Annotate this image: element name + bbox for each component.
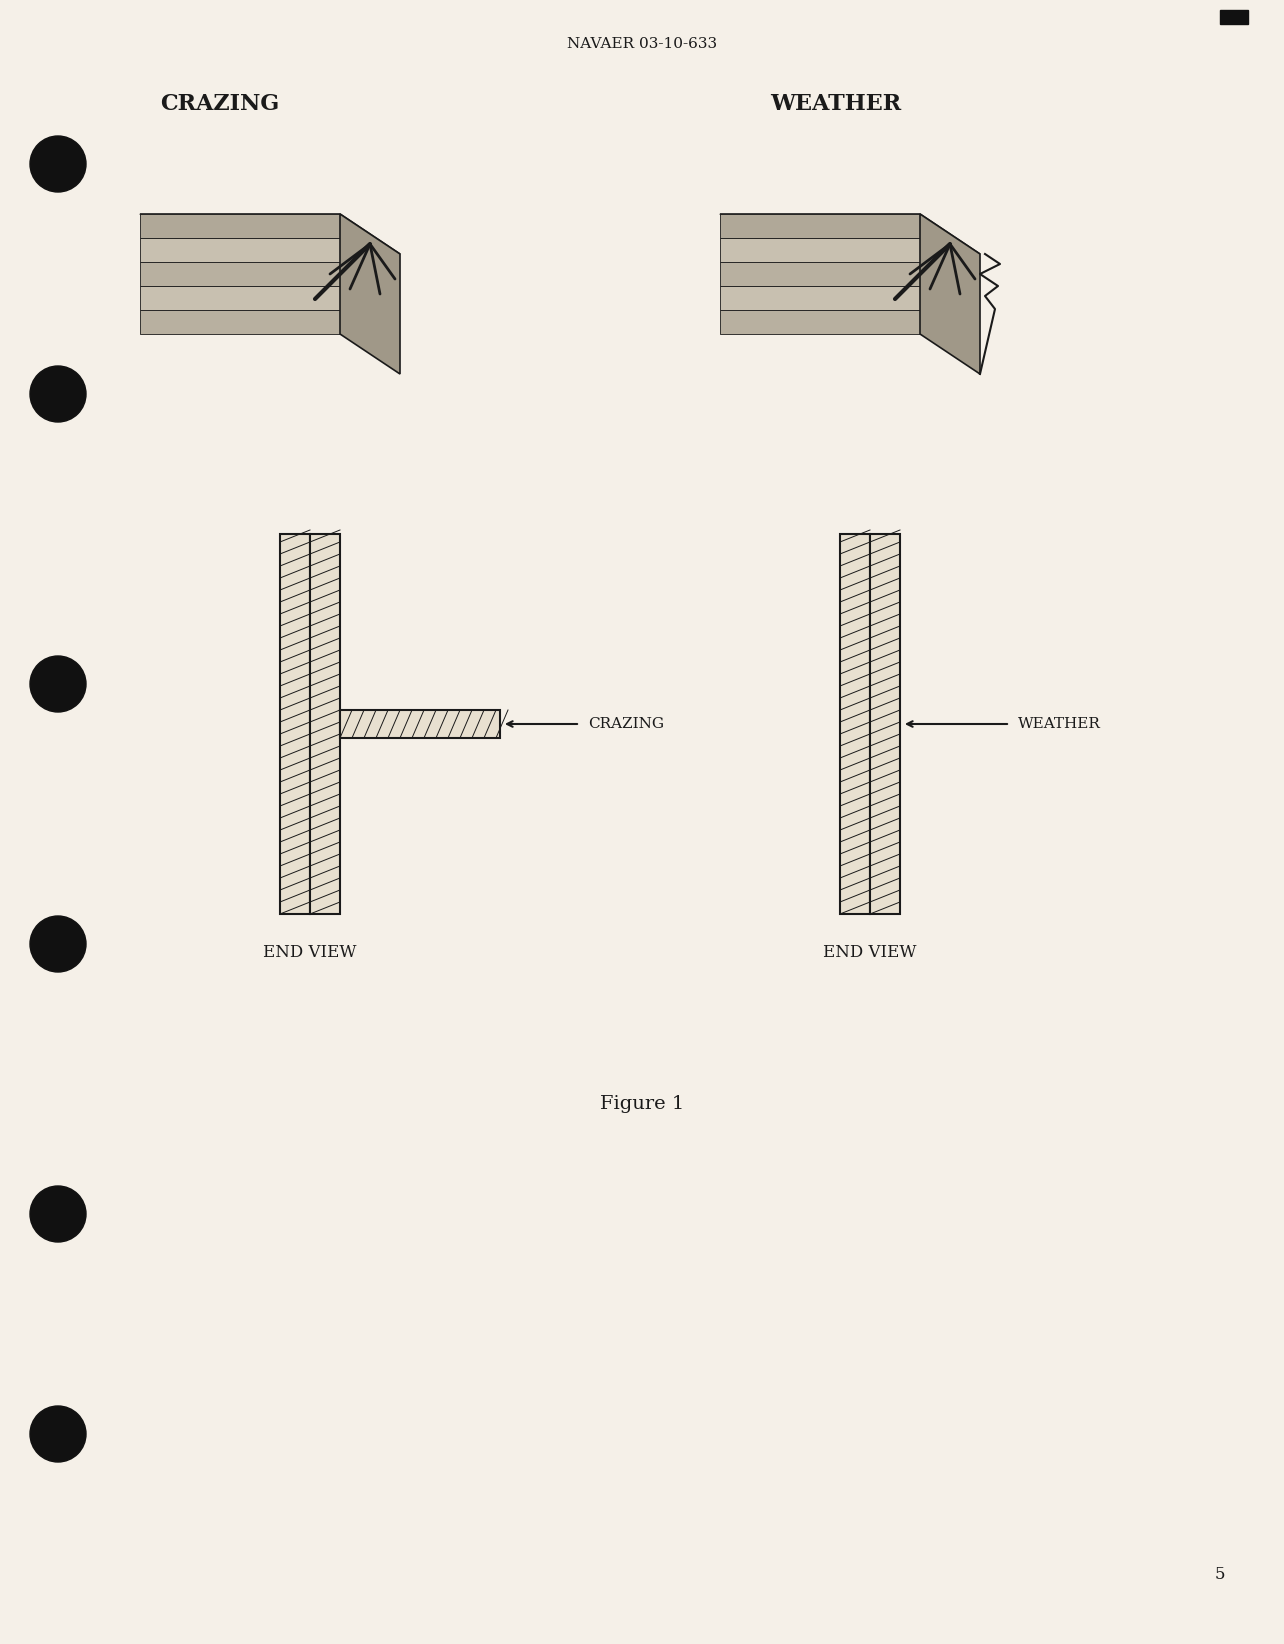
Polygon shape [140, 311, 340, 334]
Polygon shape [140, 214, 401, 255]
Polygon shape [921, 214, 980, 373]
Polygon shape [140, 238, 340, 261]
Bar [1220, 10, 1248, 25]
Bar [840, 534, 871, 914]
Polygon shape [720, 238, 921, 261]
Text: END VIEW: END VIEW [263, 944, 357, 962]
Bar [340, 710, 499, 738]
Bar [309, 534, 340, 914]
Text: END VIEW: END VIEW [823, 944, 917, 962]
Text: CRAZING: CRAZING [160, 94, 279, 115]
Polygon shape [140, 214, 340, 238]
Polygon shape [720, 214, 921, 238]
Bar [871, 534, 900, 914]
Polygon shape [720, 311, 921, 334]
Circle shape [30, 1406, 86, 1462]
Circle shape [30, 136, 86, 192]
Bar [280, 534, 309, 914]
Circle shape [30, 916, 86, 972]
Text: WEATHER: WEATHER [1018, 717, 1100, 732]
Text: CRAZING: CRAZING [588, 717, 664, 732]
Polygon shape [140, 261, 340, 286]
Circle shape [30, 656, 86, 712]
Text: 5: 5 [1215, 1565, 1225, 1583]
Circle shape [30, 367, 86, 423]
Circle shape [30, 1185, 86, 1241]
Polygon shape [140, 286, 340, 311]
Polygon shape [720, 214, 980, 255]
Polygon shape [720, 261, 921, 286]
Text: Figure 1: Figure 1 [600, 1095, 684, 1113]
Polygon shape [720, 286, 921, 311]
Text: WEATHER: WEATHER [770, 94, 901, 115]
Polygon shape [340, 214, 401, 373]
Text: NAVAER 03-10-633: NAVAER 03-10-633 [568, 38, 716, 51]
